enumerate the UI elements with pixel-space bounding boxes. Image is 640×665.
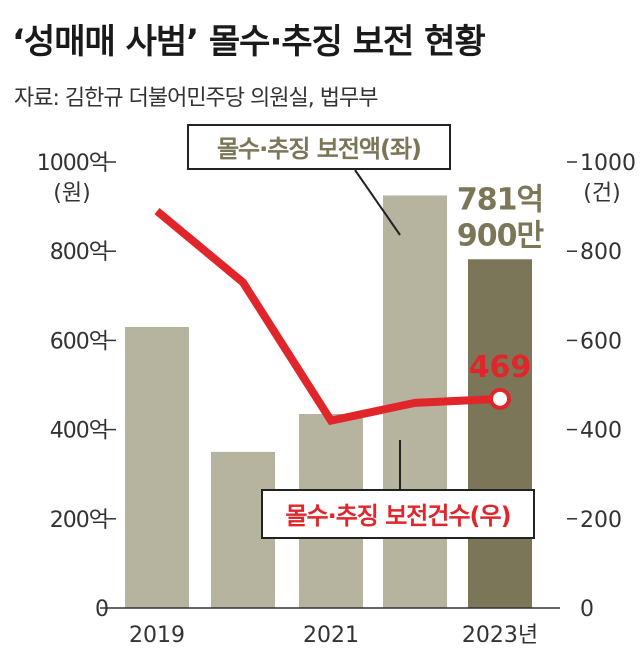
x-tick-label: 2023년	[462, 623, 538, 648]
x-tick-label: 2021	[303, 623, 359, 648]
bar-value-label: 900만	[457, 218, 545, 253]
right-tick-label: 600	[580, 329, 622, 354]
left-tick-label: 1000억	[37, 151, 108, 176]
callout-box-bar	[187, 124, 451, 170]
left-tick-label: 200억	[50, 508, 108, 533]
line-value-label: 469	[469, 350, 532, 385]
legend-bar-label: 몰수·추징 보전액(좌)	[217, 135, 421, 163]
legend-line-label: 몰수·추징 보전건수(우)	[285, 502, 510, 530]
callout-pointer-bar	[354, 169, 401, 236]
left-axis-unit: (원)	[53, 181, 90, 206]
right-axis-unit: (건)	[583, 181, 620, 206]
left-tick-label: 800억	[50, 240, 108, 265]
left-tick-label: 0	[95, 597, 108, 622]
callout-box-line	[261, 489, 535, 539]
chart-title: ‘성매매 사범’ 몰수·추징 보전 현황	[12, 22, 486, 62]
bar-2019	[125, 327, 189, 608]
bar-value-label: 781억	[457, 182, 543, 217]
right-tick-label: 0	[580, 597, 594, 622]
right-tick-label: 1000	[580, 151, 636, 176]
left-tick-label: 600억	[50, 329, 108, 354]
left-tick-label: 400억	[50, 419, 108, 444]
right-tick-label: 800	[580, 240, 622, 265]
bar-2023	[468, 259, 532, 608]
right-tick-label: 200	[580, 508, 622, 533]
line-end-point	[489, 387, 511, 410]
right-tick-label: 400	[580, 419, 622, 444]
x-tick-label: 2019	[129, 623, 185, 648]
chart-source: 자료: 김한규 더불어민주당 의원실, 법무부	[14, 86, 378, 111]
line-series-count	[154, 207, 501, 426]
